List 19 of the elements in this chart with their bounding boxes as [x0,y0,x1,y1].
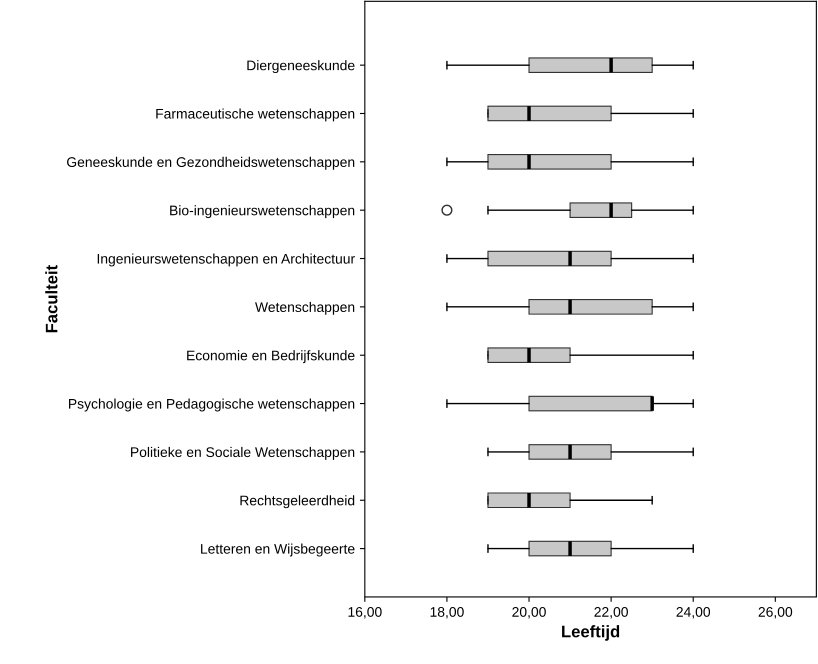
y-tick-label: Geneeskunde en Gezondheidswetenschappen [67,156,354,170]
y-tick-label: Farmaceutische wetenschappen [156,108,354,122]
y-tick-label: Economie en Bedrijfskunde [187,350,354,364]
y-tick-label: Psychologie en Pedagogische wetenschappen [69,398,354,412]
x-tick-label: 26,00 [758,607,792,618]
y-tick-label: Bio-ingenieurswetenschappen [170,205,354,218]
x-tick-label: 22,00 [594,607,628,618]
y-tick-label: Wetenschappen [255,302,354,315]
y-tick-label: Rechtsgeleerdheid [240,495,354,508]
y-axis-title: Faculteit [45,265,58,332]
y-tick-label: Diergeneeskunde [247,60,354,74]
x-axis-title: Leeftijd [562,625,620,641]
y-tick-label: Politieke en Sociale Wetenschappen [131,446,354,460]
x-tick-label: 16,00 [348,607,382,618]
x-tick-label: 18,00 [430,607,464,618]
x-tick-label: 20,00 [512,607,546,618]
x-tick-label: 24,00 [676,607,710,618]
y-tick-label: Ingenieurswetenschappen en Architectuur [98,253,355,266]
y-tick-label: Letteren en Wijsbegeerte [201,544,354,557]
